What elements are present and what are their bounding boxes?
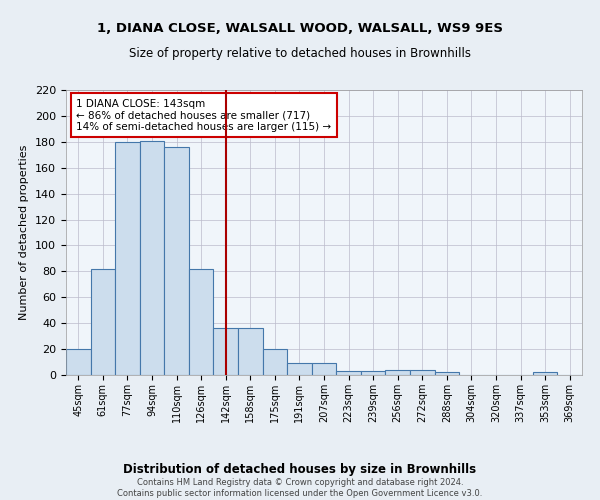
Bar [287, 364, 312, 375]
Bar [336, 371, 361, 375]
Bar [189, 269, 214, 375]
Text: Size of property relative to detached houses in Brownhills: Size of property relative to detached ho… [129, 48, 471, 60]
Text: Distribution of detached houses by size in Brownhills: Distribution of detached houses by size … [124, 462, 476, 475]
Bar [434, 372, 459, 375]
Bar [140, 140, 164, 375]
Bar [312, 364, 336, 375]
Bar [66, 349, 91, 375]
Bar [263, 349, 287, 375]
Text: 1 DIANA CLOSE: 143sqm
← 86% of detached houses are smaller (717)
14% of semi-det: 1 DIANA CLOSE: 143sqm ← 86% of detached … [76, 98, 331, 132]
Bar [385, 370, 410, 375]
Bar [533, 372, 557, 375]
Y-axis label: Number of detached properties: Number of detached properties [19, 145, 29, 320]
Bar [238, 328, 263, 375]
Bar [361, 371, 385, 375]
Bar [91, 269, 115, 375]
Bar [214, 328, 238, 375]
Text: Contains HM Land Registry data © Crown copyright and database right 2024.
Contai: Contains HM Land Registry data © Crown c… [118, 478, 482, 498]
Bar [115, 142, 140, 375]
Bar [410, 370, 434, 375]
Bar [164, 147, 189, 375]
Text: 1, DIANA CLOSE, WALSALL WOOD, WALSALL, WS9 9ES: 1, DIANA CLOSE, WALSALL WOOD, WALSALL, W… [97, 22, 503, 36]
